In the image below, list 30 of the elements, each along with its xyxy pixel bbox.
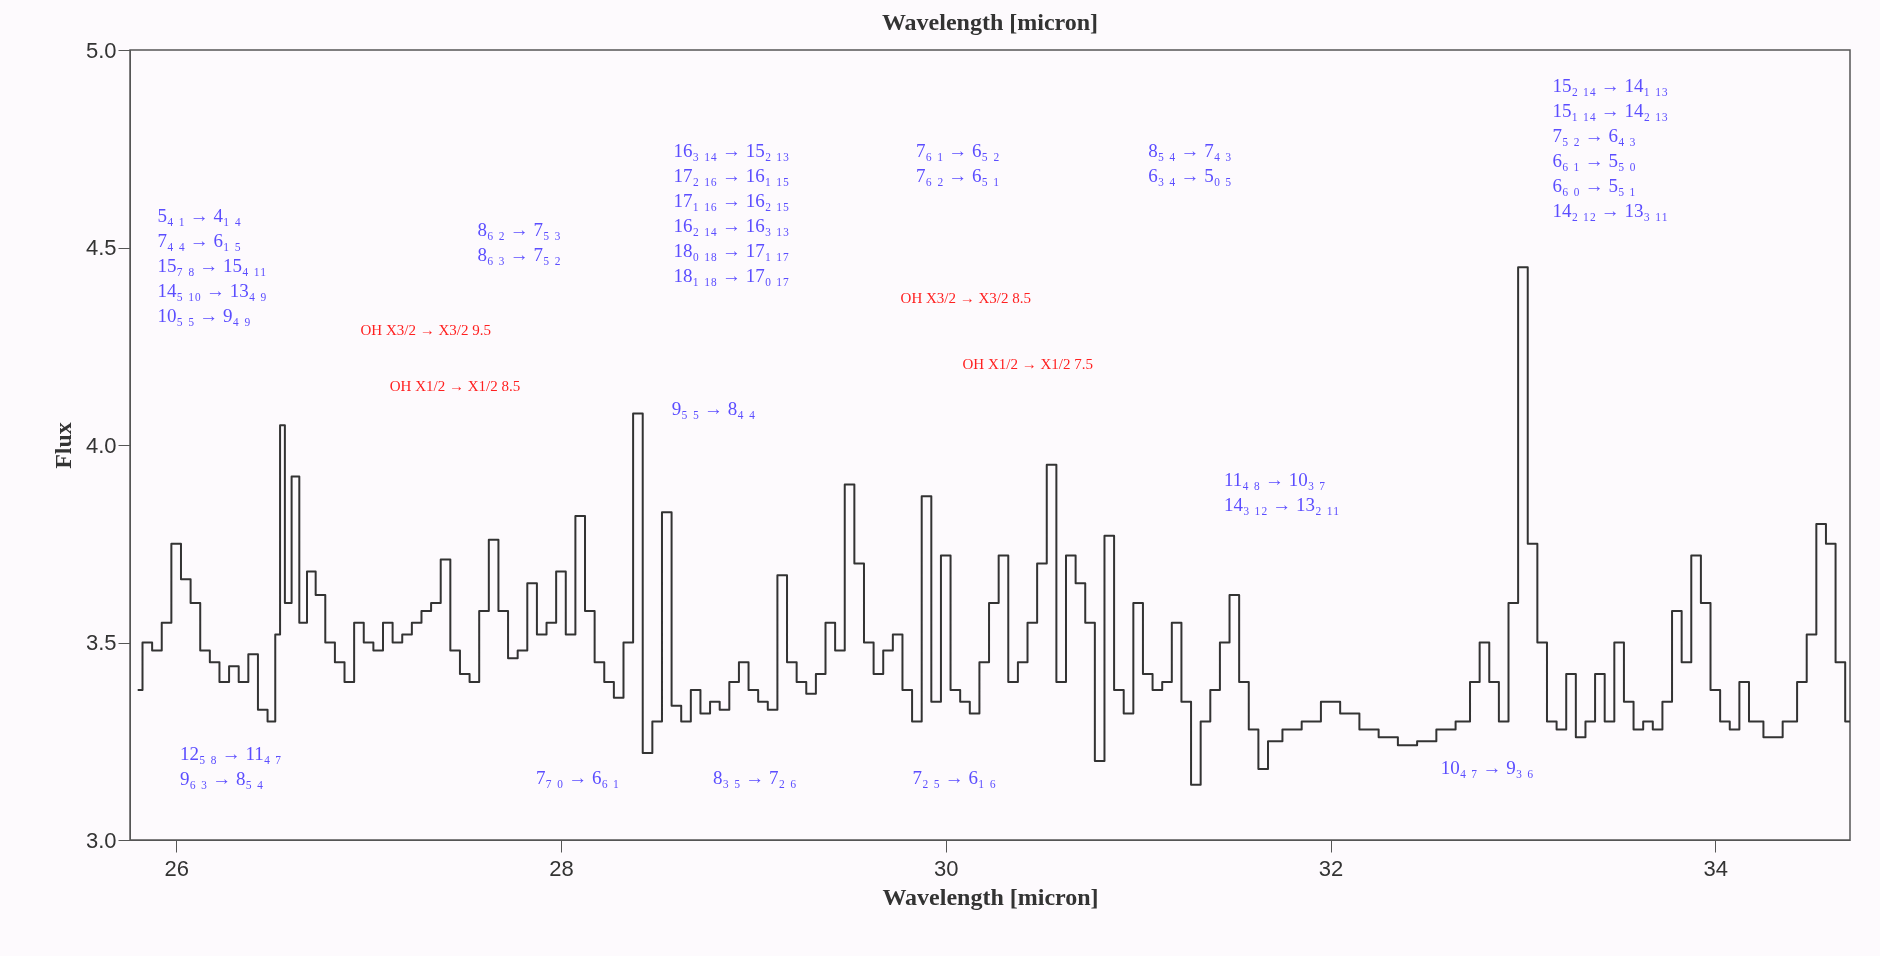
annotation: 16₃ ₁₄ → 15₂ ₁₃ 17₂ ₁₆ → 16₁ ₁₅ 17₁ ₁₆ → 16₂ ₁₅ 16₂ ₁₄ → 16₃ ₁₃ 18₀ ₁₈ → 17₁ ₁₇ 18₁ ₁₈ → 17₀ ₁₇ [673,140,790,287]
y-tick-label: 4.5 [85,235,117,260]
x-tick-label: 34 [1703,855,1729,881]
x-tick-label: 28 [549,855,574,881]
x-tick-label: 32 [1318,855,1344,881]
y-tick-label: 3.5 [85,630,117,655]
annotation: OH X1/2 → X1/2 8.5 [389,377,521,394]
annotation: 7₇ ₀ → 6₆ ₁ [535,766,620,788]
annotation: OH X1/2 → X1/2 7.5 [962,355,1093,372]
annotation: 15₂ ₁₄ → 14₁ ₁₃ 15₁ ₁₄ → 14₂ ₁₃ 7₅ ₂ → 6₄ ₃ 6₆ ₁ → 5₅ ₀ 6₆ ₀ → 5₅ ₁ 14₂ ₁₂ → 13₃ ₁₁ [1552,74,1669,221]
y-axis-title: Flux [49,422,76,469]
annotation: 9₅ ₅ → 8₄ ₄ [671,397,756,419]
y-tick-label: 4.0 [85,432,117,458]
annotation: 5₄ ₁ → 4₁ ₄ 7₄ ₄ → 6₁ ₅ 15₇ ₈ → 15₄ ₁₁ 14₅ ₁₀ → 13₄ ₉ 10₅ ₅ → 9₄ ₉ [157,205,267,327]
annotation: 8₆ ₂ → 7₅ ₃ 8₆ ₃ → 7₅ ₂ [477,218,561,265]
annotation: 8₃ ₅ → 7₂ ₆ [713,766,797,788]
x-axis-title: Wavelength [micron] [882,883,1099,910]
annotation: OH X3/2 → X3/2 9.5 [360,322,491,339]
annotation: 7₆ ₁ → 6₅ ₂ 7₆ ₂ → 6₅ ₁ [916,140,1000,187]
annotation: 8₅ ₄ → 7₄ ₃ 6₃ ₄ → 5₀ ₅ [1148,140,1232,187]
x-tick-label: 30 [934,855,959,881]
annotation: 11₄ ₈ → 10₃ ₇ 14₃ ₁₂ → 13₂ ₁₁ [1223,469,1340,516]
annotation: OH X3/2 → X3/2 8.5 [900,289,1031,306]
x-tick-label: 26 [164,855,189,881]
x2-axis-title: Wavelength [micron] [881,9,1099,35]
annotation: 12₅ ₈ → 11₄ ₇ 9₆ ₃ → 8₅ ₄ [179,743,282,790]
y-tick-label: 3.0 [85,827,117,853]
annotation: 7₂ ₅ → 6₁ ₆ [912,766,997,788]
y-tick-label: 5.0 [85,37,117,63]
annotation: 10₄ ₇ → 9₃ ₆ [1440,756,1534,778]
